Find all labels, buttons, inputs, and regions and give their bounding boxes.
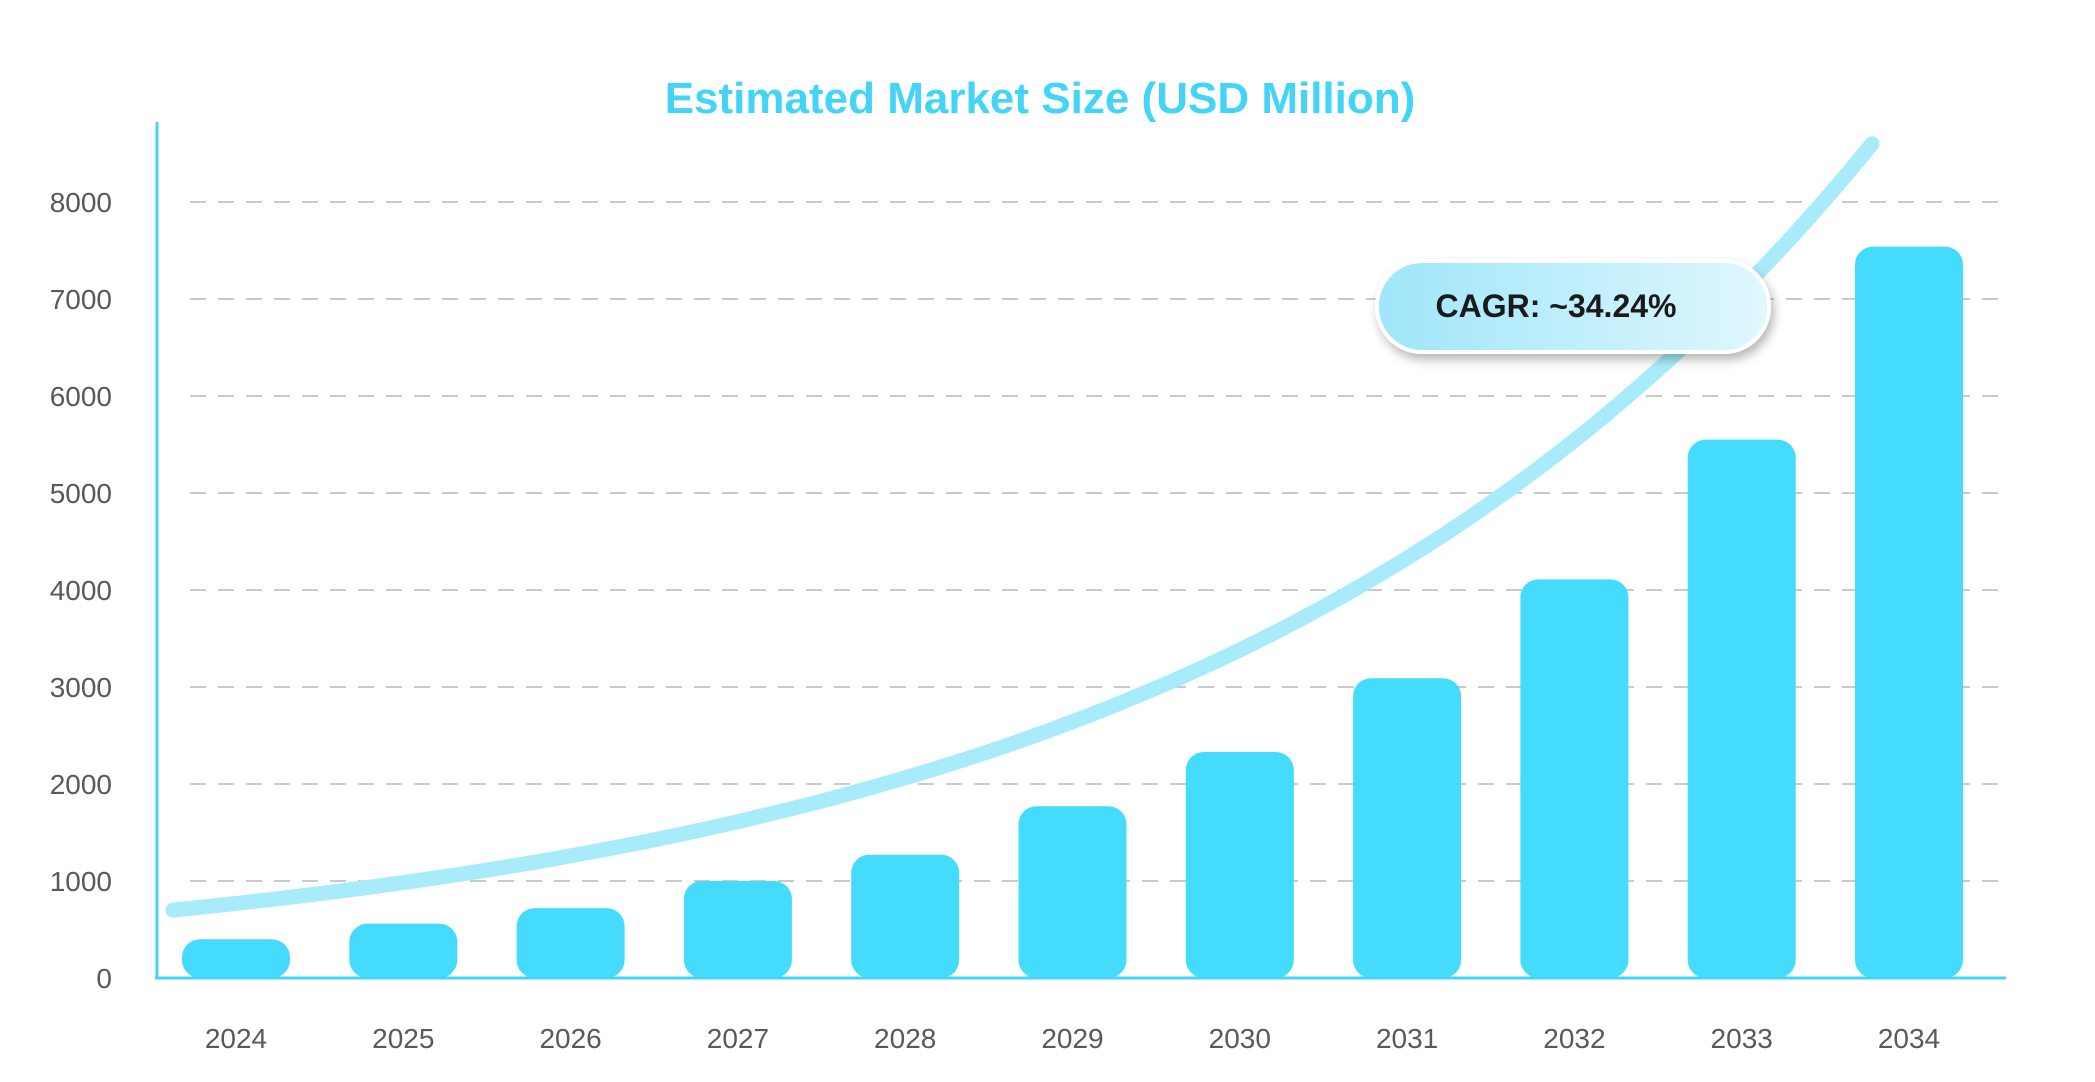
y-tick-label: 5000: [50, 478, 112, 509]
x-tick-label: 2031: [1376, 1023, 1438, 1054]
y-tick-label: 0: [96, 963, 112, 994]
bar-2034: [1855, 246, 1963, 978]
bar-2024: [182, 939, 290, 978]
x-axis-ticks: 2024 2025 2026 2027 2028 2029 2030 2031 2032 2033…: [205, 1023, 1940, 1054]
y-tick-label: 7000: [50, 284, 112, 315]
x-tick-label: 2032: [1543, 1023, 1605, 1054]
x-tick-label: 2033: [1711, 1023, 1773, 1054]
bar-2030: [1185, 751, 1294, 978]
bar-2025: [349, 923, 458, 978]
bar-2032: [1520, 579, 1629, 978]
chart-title: Estimated Market Size (USD Million): [665, 74, 1416, 123]
cagr-badge-background: [1375, 259, 1771, 354]
x-tick-label: 2028: [874, 1023, 936, 1054]
x-tick-label: 2025: [372, 1023, 434, 1054]
y-tick-label: 3000: [50, 672, 112, 703]
x-tick-label: 2030: [1209, 1023, 1271, 1054]
bar-2028: [851, 854, 960, 978]
x-tick-label: 2024: [205, 1023, 267, 1054]
y-tick-label: 2000: [50, 769, 112, 800]
x-tick-label: 2034: [1878, 1023, 1940, 1054]
x-tick-label: 2029: [1041, 1023, 1103, 1054]
bars: [182, 246, 1963, 978]
y-tick-label: 6000: [50, 381, 112, 412]
y-tick-label: 4000: [50, 575, 112, 606]
y-tick-label: 8000: [50, 187, 112, 218]
y-axis-ticks: 0 1000 2000 3000 4000 5000 6000 7000 8000: [50, 187, 112, 994]
bar-2027: [683, 881, 792, 978]
bar-2026: [516, 908, 625, 978]
cagr-label: CAGR: ~34.24%: [1436, 288, 1677, 324]
bar-2033: [1687, 439, 1796, 978]
cagr-badge: CAGR: ~34.24%: [1375, 259, 1771, 354]
y-tick-label: 1000: [50, 866, 112, 897]
cagr-trend-curve: [165, 136, 1880, 918]
x-tick-label: 2027: [707, 1023, 769, 1054]
bar-2031: [1353, 678, 1462, 978]
bar-2029: [1018, 806, 1127, 978]
x-tick-label: 2026: [539, 1023, 601, 1054]
